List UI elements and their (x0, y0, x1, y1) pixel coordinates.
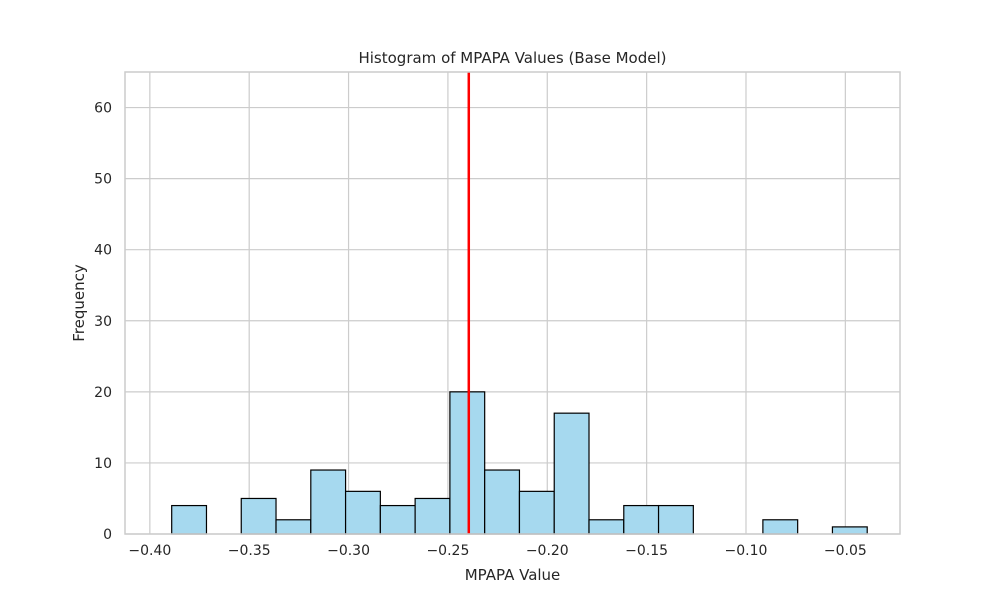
y-tick-label: 50 (94, 172, 112, 188)
histogram-bar (449, 391, 486, 535)
histogram-bar (553, 412, 590, 535)
x-tick-label: −0.30 (327, 543, 370, 559)
x-axis-label: MPAPA Value (465, 566, 561, 584)
x-tick-label: −0.35 (228, 543, 271, 559)
histogram-bar (240, 497, 277, 535)
histogram-bar (588, 519, 625, 535)
histogram-bar (762, 519, 799, 535)
histogram-bar (275, 519, 312, 535)
histogram-bar (831, 526, 868, 535)
x-tick-label: −0.10 (725, 543, 768, 559)
x-tick-label: −0.40 (128, 543, 171, 559)
chart-title: Histogram of MPAPA Values (Base Model) (358, 49, 666, 67)
histogram-bars (171, 391, 868, 535)
y-axis-label: Frequency (70, 264, 88, 342)
y-tick-label: 60 (94, 101, 112, 117)
histogram-bar (623, 504, 660, 535)
x-tick-labels: −0.40 −0.35 −0.30 −0.25 −0.20 −0.15 −0.10 −0.05 (128, 543, 866, 559)
x-tick-label: −0.20 (526, 543, 569, 559)
histogram-bar (379, 504, 416, 535)
grid-lines (125, 72, 900, 535)
x-tick-label: −0.15 (625, 543, 668, 559)
plot-frame (124, 71, 901, 535)
x-tick-label: −0.05 (824, 543, 867, 559)
y-tick-label: 40 (94, 243, 112, 259)
histogram-bar (484, 469, 521, 535)
histogram-bar (414, 497, 451, 535)
histogram-bar (171, 504, 208, 535)
y-tick-label: 20 (94, 385, 112, 401)
histogram-bar (657, 504, 694, 535)
y-tick-label: 0 (103, 527, 112, 543)
y-tick-label: 10 (94, 456, 112, 472)
y-tick-labels: 0 10 20 30 40 50 60 (94, 101, 112, 543)
histogram-bar (344, 490, 381, 535)
y-tick-label: 30 (94, 314, 112, 330)
histogram-bar (310, 469, 347, 535)
histogram-bar (518, 490, 555, 535)
x-tick-label: −0.25 (426, 543, 469, 559)
